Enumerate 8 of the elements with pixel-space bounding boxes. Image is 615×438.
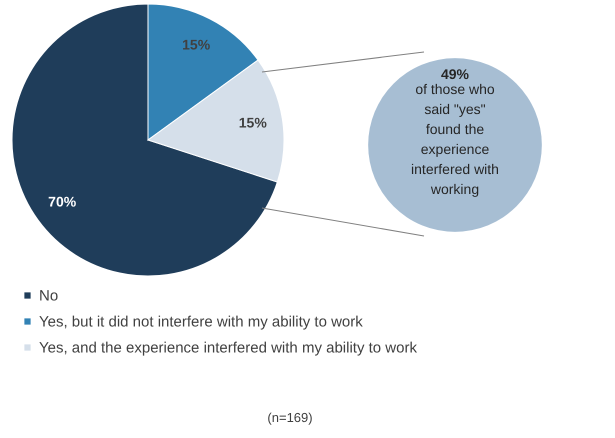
text: (n=169) (267, 410, 313, 425)
legend-label: No (39, 288, 58, 304)
legend-label: Yes, but it did not interfere with my ability to work (39, 314, 364, 330)
text: 49% of those who said "yes" found the experience interfered with working (411, 66, 499, 197)
data-label: 15% (182, 36, 211, 52)
legend-label: Yes, and the experience interfered with my ability to work (39, 340, 418, 356)
data-label: 70% (48, 193, 77, 210)
data-label: 15% (238, 114, 268, 130)
